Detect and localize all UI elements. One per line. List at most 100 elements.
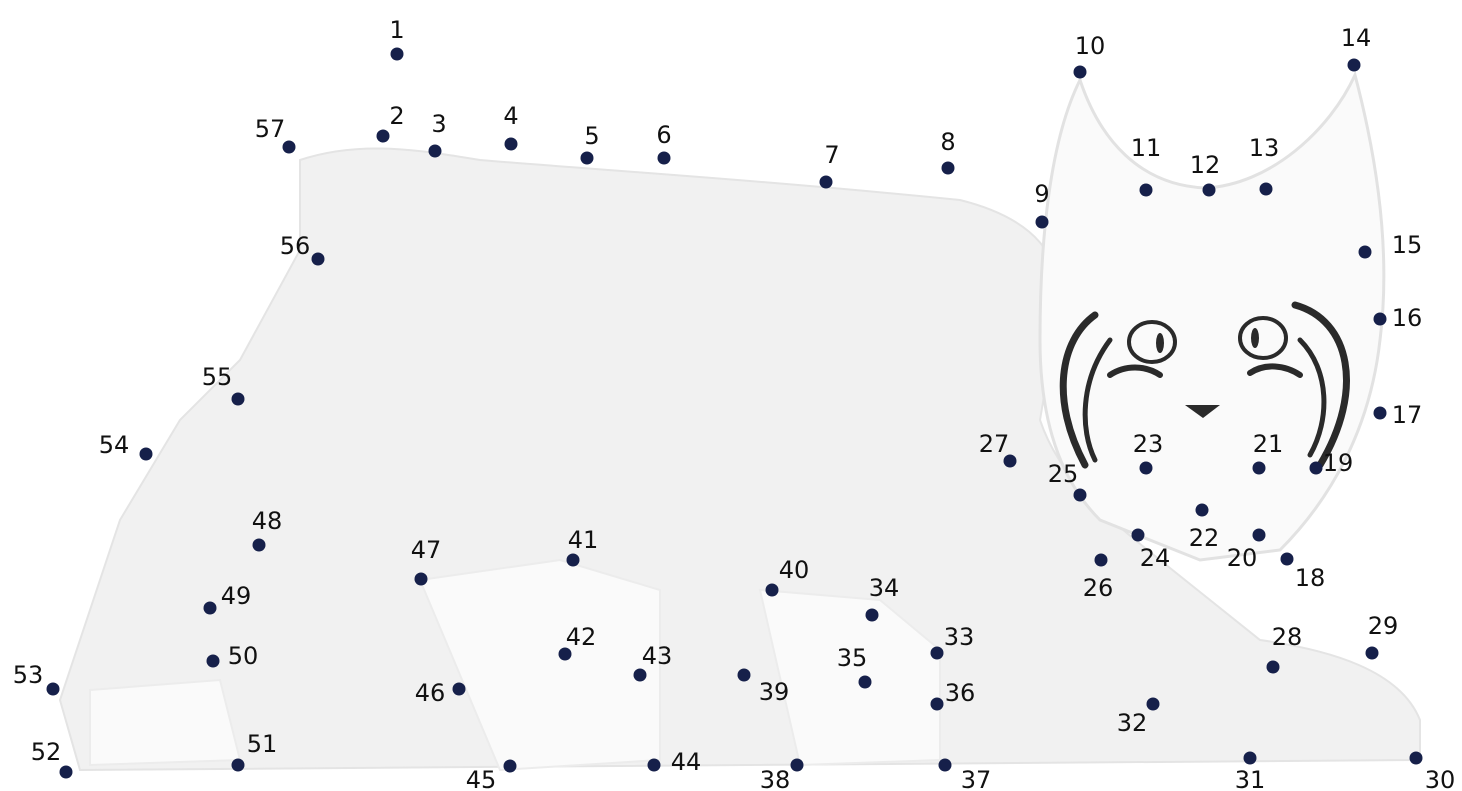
dot-55[interactable] <box>231 392 245 406</box>
dot-label-37: 37 <box>961 766 992 791</box>
dot-label-30: 30 <box>1425 766 1456 791</box>
dot-label-57: 57 <box>255 115 286 143</box>
dot-33[interactable] <box>930 646 944 660</box>
dot-6[interactable] <box>657 151 671 165</box>
dot-label-47: 47 <box>411 536 442 564</box>
dot-19[interactable] <box>1309 461 1323 475</box>
dot-20[interactable] <box>1252 528 1266 542</box>
dot-49[interactable] <box>203 601 217 615</box>
dot-37[interactable] <box>938 758 952 772</box>
dot-label-2: 2 <box>389 102 404 130</box>
dot-23[interactable] <box>1139 461 1153 475</box>
dot-22[interactable] <box>1195 503 1209 517</box>
dot-53[interactable] <box>46 682 60 696</box>
dot-9[interactable] <box>1035 215 1049 229</box>
dot-label-21: 21 <box>1253 430 1284 458</box>
labels-layer: 12 3 45 67 891011121314151617181920212223242… <box>13 16 1456 791</box>
dot-38[interactable] <box>790 758 804 772</box>
lighter-shading <box>89 558 941 772</box>
dot-50[interactable] <box>206 654 220 668</box>
dot-label-48: 48 <box>252 507 283 535</box>
head-outline <box>1038 70 1386 562</box>
dot-label-34: 34 <box>869 574 900 602</box>
dot-label-1: 1 <box>389 16 404 44</box>
dot-36[interactable] <box>930 697 944 711</box>
dot-label-18: 18 <box>1295 564 1326 592</box>
dot-label-32: 32 <box>1117 709 1148 737</box>
dot-56[interactable] <box>311 252 325 266</box>
dot-51[interactable] <box>231 758 245 772</box>
dot-41[interactable] <box>566 553 580 567</box>
dot-label-39: 39 <box>759 678 790 706</box>
dot-label-11: 11 <box>1131 134 1162 162</box>
dot-label-15: 15 <box>1392 231 1423 259</box>
dot-39[interactable] <box>737 668 751 682</box>
dot-30[interactable] <box>1409 751 1423 765</box>
dot-27[interactable] <box>1003 454 1017 468</box>
dot-8[interactable] <box>941 161 955 175</box>
dot-label-38: 38 <box>760 766 791 791</box>
dot-57[interactable] <box>282 140 296 154</box>
face-features <box>1059 301 1350 469</box>
dot-48[interactable] <box>252 538 266 552</box>
dot-label-12: 12 <box>1190 151 1221 179</box>
dot-label-44: 44 <box>671 748 702 776</box>
dot-label-54: 54 <box>99 431 130 459</box>
dot-26[interactable] <box>1094 553 1108 567</box>
dot-label-19: 19 <box>1323 449 1354 477</box>
dot-43[interactable] <box>633 668 647 682</box>
dot-31[interactable] <box>1243 751 1257 765</box>
dot-5[interactable] <box>580 151 594 165</box>
dot-34[interactable] <box>865 608 879 622</box>
dot-14[interactable] <box>1347 58 1361 72</box>
dot-7[interactable] <box>819 175 833 189</box>
dot-42[interactable] <box>558 647 572 661</box>
dot-label-28: 28 <box>1272 623 1303 651</box>
dot-25[interactable] <box>1073 488 1087 502</box>
dot-28[interactable] <box>1266 660 1280 674</box>
dot-47[interactable] <box>414 572 428 586</box>
dot-18[interactable] <box>1280 552 1294 566</box>
dot-label-8: 8 <box>940 128 955 156</box>
dot-46[interactable] <box>452 682 466 696</box>
dot-10[interactable] <box>1073 65 1087 79</box>
dot-label-53: 53 <box>13 661 44 689</box>
dot-16[interactable] <box>1373 312 1387 326</box>
dot-label-9: 9 <box>1034 180 1049 208</box>
dot-35[interactable] <box>858 675 872 689</box>
dot-17[interactable] <box>1373 406 1387 420</box>
dot-52[interactable] <box>59 765 73 779</box>
dot-label-27: 27 <box>979 430 1010 458</box>
dot-45[interactable] <box>503 759 517 773</box>
dot-40[interactable] <box>765 583 779 597</box>
dot-12[interactable] <box>1202 183 1216 197</box>
dot-label-6: 6 <box>656 121 671 149</box>
dot-label-17: 17 <box>1392 401 1423 429</box>
dot-label-22: 22 <box>1189 524 1220 552</box>
dot-label-56: 56 <box>280 232 311 260</box>
dot-24[interactable] <box>1131 528 1145 542</box>
dot-label-51: 51 <box>247 730 278 758</box>
dot-32[interactable] <box>1146 697 1160 711</box>
dot-3[interactable] <box>428 144 442 158</box>
dot-4[interactable] <box>504 137 518 151</box>
dot-11[interactable] <box>1139 183 1153 197</box>
dot-54[interactable] <box>139 447 153 461</box>
dot-label-45: 45 <box>466 766 497 791</box>
dot-44[interactable] <box>647 758 661 772</box>
dot-label-46: 46 <box>415 679 446 707</box>
dot-label-14: 14 <box>1341 24 1372 52</box>
dot-label-55: 55 <box>202 363 233 391</box>
dot-label-20: 20 <box>1227 544 1258 572</box>
dot-label-29: 29 <box>1368 612 1399 640</box>
dot-2[interactable] <box>376 129 390 143</box>
dot-21[interactable] <box>1252 461 1266 475</box>
dot-label-50: 50 <box>228 642 259 670</box>
dot-29[interactable] <box>1365 646 1379 660</box>
dot-13[interactable] <box>1259 182 1273 196</box>
dot-15[interactable] <box>1358 245 1372 259</box>
dot-1[interactable] <box>390 47 404 61</box>
dot-label-16: 16 <box>1392 304 1423 332</box>
